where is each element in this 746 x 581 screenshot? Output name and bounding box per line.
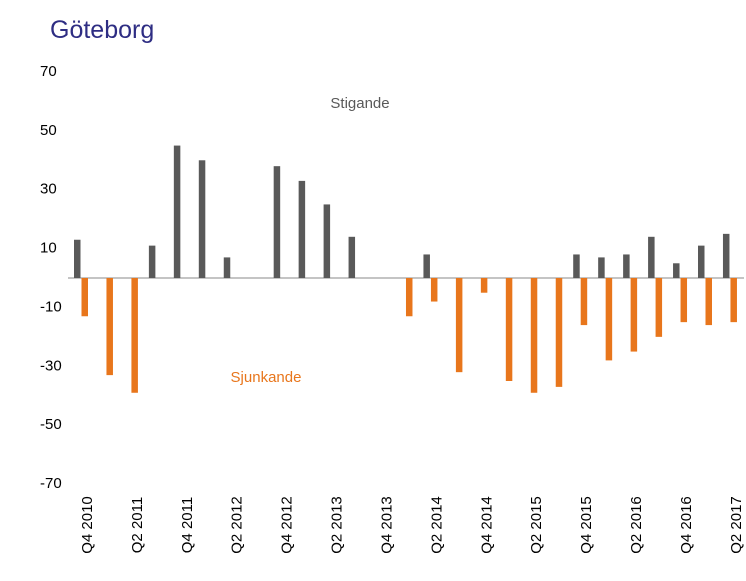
x-tick-label: Q4 2015 <box>578 496 595 554</box>
x-tick-label: Q2 2013 <box>329 496 346 554</box>
bar <box>173 145 181 278</box>
bar <box>555 278 563 387</box>
x-tick-label: Q4 2010 <box>79 496 96 554</box>
bar <box>298 180 306 278</box>
bar <box>648 236 655 278</box>
bar <box>273 166 281 278</box>
y-tick-label: 70 <box>40 63 57 80</box>
bar <box>455 278 463 373</box>
bar <box>630 278 638 352</box>
bar <box>705 278 712 326</box>
bar <box>598 257 605 278</box>
series-label: Stigande <box>330 95 389 112</box>
y-tick-label: -30 <box>40 357 62 374</box>
y-tick-label: -10 <box>40 298 62 315</box>
bar <box>198 160 206 278</box>
bar <box>323 204 331 278</box>
bar <box>480 278 488 293</box>
bar <box>580 278 588 326</box>
y-tick-label: 30 <box>40 181 57 198</box>
bar <box>106 278 113 376</box>
bar <box>680 278 688 323</box>
bar <box>673 263 680 278</box>
x-tick-label: Q2 2014 <box>428 496 445 554</box>
y-tick-label: -70 <box>40 475 62 492</box>
bar <box>81 278 88 317</box>
x-tick-label: Q2 2012 <box>229 496 246 554</box>
bar <box>405 278 413 317</box>
bar <box>505 278 513 381</box>
x-tick-label: Q2 2016 <box>628 496 645 554</box>
y-tick-label: 10 <box>40 240 57 257</box>
x-tick-label: Q2 2011 <box>129 497 146 553</box>
bar <box>430 278 438 302</box>
bar <box>131 278 138 393</box>
y-tick-label: -50 <box>40 416 62 433</box>
bar <box>698 245 705 278</box>
x-tick-label: Q4 2013 <box>378 496 395 554</box>
bar <box>730 278 737 323</box>
x-tick-label: Q2 2015 <box>528 496 545 554</box>
bar <box>148 245 156 278</box>
bar <box>722 233 730 278</box>
bar <box>223 257 231 278</box>
series-label: Sjunkande <box>231 369 302 386</box>
x-tick-label: Q4 2012 <box>279 496 296 554</box>
x-tick-label: Q4 2014 <box>478 496 495 554</box>
bar <box>348 236 356 278</box>
bar <box>530 278 538 393</box>
chart-title: Göteborg <box>50 16 154 44</box>
x-tick-label: Q4 2011 <box>179 497 196 553</box>
bar <box>605 278 613 361</box>
bar <box>74 239 81 278</box>
x-tick-label: Q2 2017 <box>728 496 745 554</box>
bar <box>623 254 630 278</box>
y-tick-label: 50 <box>40 122 57 139</box>
bar <box>655 278 663 337</box>
x-tick-label: Q4 2016 <box>678 496 695 554</box>
bar <box>573 254 580 278</box>
bar <box>423 254 430 278</box>
